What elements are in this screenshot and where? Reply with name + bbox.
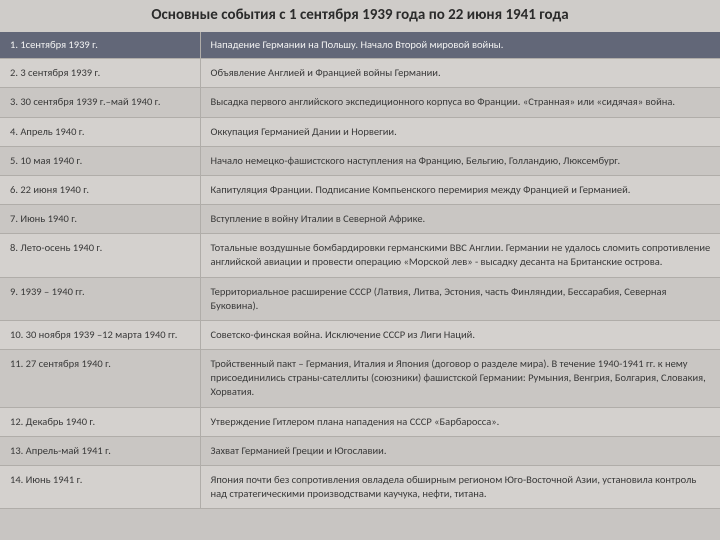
table-row: 5. 10 мая 1940 г.Начало немецко-фашистск… <box>0 146 720 175</box>
table-row: 9. 1939 – 1940 гг.Территориальное расшир… <box>0 277 720 320</box>
table-header-row: 1. 1сентября 1939 г. Нападение Германии … <box>0 32 720 59</box>
cell-event: Захват Германией Греции и Югославии. <box>200 436 720 465</box>
cell-event: Высадка первого английского экспедиционн… <box>200 88 720 117</box>
table-row: 3. 30 сентября 1939 г.–май 1940 г.Высадк… <box>0 88 720 117</box>
cell-event: Тройственный пакт – Германия, Италия и Я… <box>200 350 720 408</box>
header-event: Нападение Германии на Польшу. Начало Вто… <box>200 32 720 59</box>
table-row: 10. 30 ноября 1939 –12 марта 1940 гг.Сов… <box>0 320 720 349</box>
cell-event: Оккупация Германией Дании и Норвегии. <box>200 117 720 146</box>
cell-event: Объявление Англией и Францией войны Герм… <box>200 59 720 88</box>
cell-date: 7. Июнь 1940 г. <box>0 205 200 234</box>
cell-date: 14. Июнь 1941 г. <box>0 465 200 508</box>
cell-date: 4. Апрель 1940 г. <box>0 117 200 146</box>
cell-date: 11. 27 сентября 1940 г. <box>0 350 200 408</box>
cell-date: 10. 30 ноября 1939 –12 марта 1940 гг. <box>0 320 200 349</box>
cell-date: 9. 1939 – 1940 гг. <box>0 277 200 320</box>
header-date: 1. 1сентября 1939 г. <box>0 32 200 59</box>
table-row: 7. Июнь 1940 г.Вступление в войну Италии… <box>0 205 720 234</box>
events-table: 1. 1сентября 1939 г. Нападение Германии … <box>0 32 720 509</box>
cell-date: 6. 22 июня 1940 г. <box>0 175 200 204</box>
page: Основные события с 1 сентября 1939 года … <box>0 0 720 540</box>
cell-date: 3. 30 сентября 1939 г.–май 1940 г. <box>0 88 200 117</box>
table-row: 2. 3 сентября 1939 г.Объявление Англией … <box>0 59 720 88</box>
cell-event: Начало немецко-фашистского наступления н… <box>200 146 720 175</box>
table-row: 6. 22 июня 1940 г.Капитуляция Франции. П… <box>0 175 720 204</box>
cell-event: Территориальное расширение СССР (Латвия,… <box>200 277 720 320</box>
cell-date: 2. 3 сентября 1939 г. <box>0 59 200 88</box>
table-row: 12. Декабрь 1940 г.Утверждение Гитлером … <box>0 407 720 436</box>
table-row: 11. 27 сентября 1940 г.Тройственный пакт… <box>0 350 720 408</box>
cell-event: Капитуляция Франции. Подписание Компьенс… <box>200 175 720 204</box>
cell-event: Вступление в войну Италии в Северной Афр… <box>200 205 720 234</box>
table-row: 14. Июнь 1941 г.Япония почти без сопроти… <box>0 465 720 508</box>
cell-event: Япония почти без сопротивления овладела … <box>200 465 720 508</box>
table-row: 8. Лето-осень 1940 г.Тотальные воздушные… <box>0 234 720 277</box>
cell-date: 8. Лето-осень 1940 г. <box>0 234 200 277</box>
page-title: Основные события с 1 сентября 1939 года … <box>0 0 720 32</box>
cell-event: Утверждение Гитлером плана нападения на … <box>200 407 720 436</box>
cell-date: 12. Декабрь 1940 г. <box>0 407 200 436</box>
table-row: 4. Апрель 1940 г.Оккупация Германией Дан… <box>0 117 720 146</box>
cell-date: 13. Апрель-май 1941 г. <box>0 436 200 465</box>
cell-event: Тотальные воздушные бомбардировки герман… <box>200 234 720 277</box>
cell-event: Советско-финская война. Исключение СССР … <box>200 320 720 349</box>
cell-date: 5. 10 мая 1940 г. <box>0 146 200 175</box>
table-row: 13. Апрель-май 1941 г.Захват Германией Г… <box>0 436 720 465</box>
